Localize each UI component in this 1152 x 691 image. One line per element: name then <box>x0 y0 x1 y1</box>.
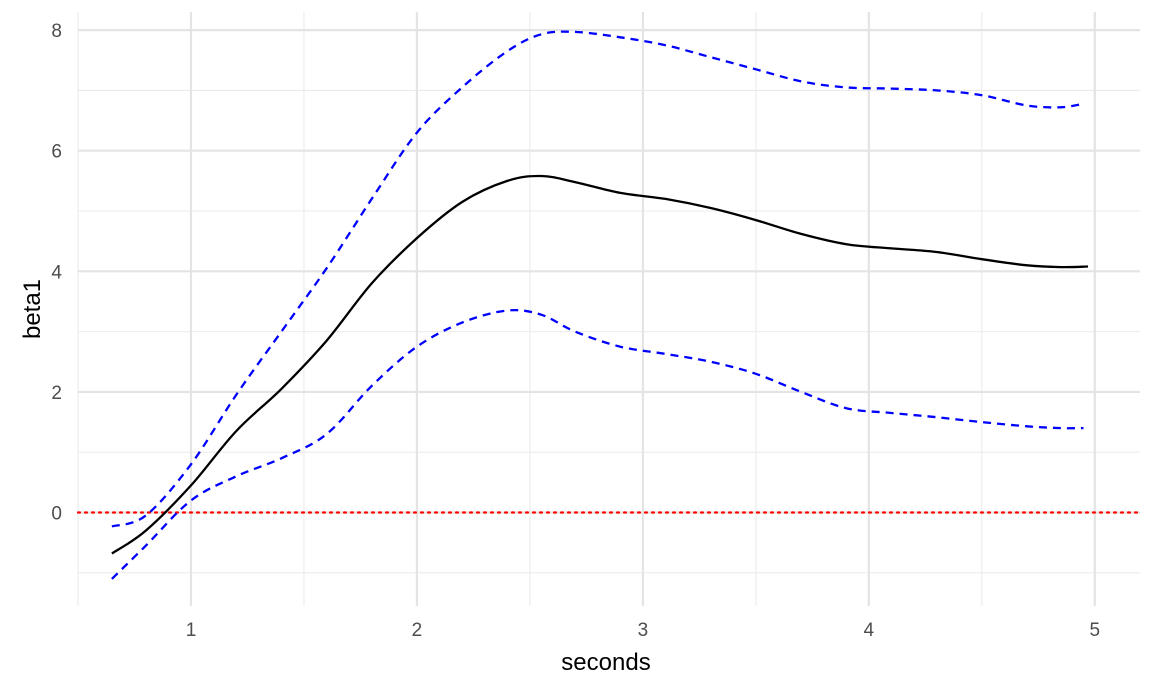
x-tick-labels: 1 2 3 4 5 <box>186 620 1100 641</box>
y-tick-label: 2 <box>51 383 62 404</box>
upper-bound-line <box>111 30 1084 528</box>
grid-minor <box>77 12 1140 606</box>
x-tick-label: 1 <box>186 620 197 641</box>
lower-bound-line <box>111 308 1084 580</box>
y-tick-labels: 0 2 4 6 8 <box>51 21 62 524</box>
y-tick-label: 0 <box>51 504 62 525</box>
x-tick-label: 4 <box>864 620 875 641</box>
x-axis-title: seconds <box>561 649 650 676</box>
x-tick-label: 2 <box>412 620 423 641</box>
x-tick-label: 3 <box>638 620 649 641</box>
estimate-line <box>111 174 1089 555</box>
y-axis-title: beta1 <box>19 279 46 339</box>
y-tick-label: 6 <box>51 142 62 163</box>
x-tick-label: 5 <box>1090 620 1101 641</box>
series-layer <box>111 30 1089 580</box>
y-tick-label: 4 <box>51 262 62 283</box>
grid-major <box>78 12 1140 606</box>
y-tick-label: 8 <box>51 21 62 42</box>
